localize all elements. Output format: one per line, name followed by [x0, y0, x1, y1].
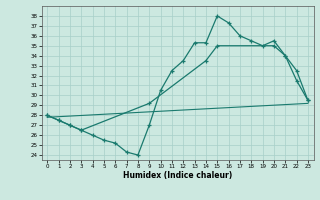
X-axis label: Humidex (Indice chaleur): Humidex (Indice chaleur): [123, 171, 232, 180]
